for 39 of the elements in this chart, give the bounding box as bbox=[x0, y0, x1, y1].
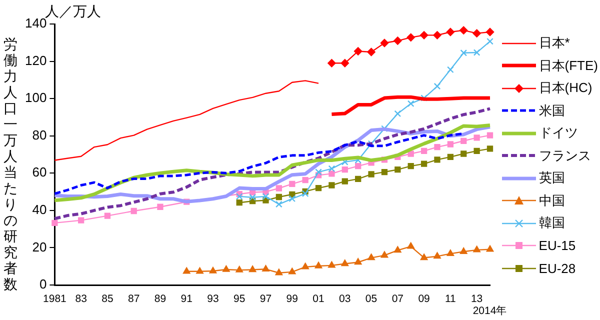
x-tick-label: 13 bbox=[470, 293, 483, 306]
y-tick-label: 120 bbox=[24, 52, 47, 68]
x-tick-label: 1981 bbox=[43, 293, 67, 306]
x-tick-label: 89 bbox=[154, 293, 166, 306]
x-tick-label: 91 bbox=[180, 293, 193, 306]
y-tick-label: 140 bbox=[24, 16, 47, 31]
x-tick-label: 93 bbox=[207, 293, 219, 306]
x-tick-label: 05 bbox=[365, 293, 378, 306]
y-tick-label: 20 bbox=[32, 239, 47, 254]
x-tick-label: 11 bbox=[444, 293, 456, 306]
x-tick-label: 95 bbox=[234, 293, 246, 306]
x-tick-label: 87 bbox=[128, 293, 140, 306]
x-tick-label: 2014年 bbox=[472, 305, 508, 318]
legend-label: EU-15 bbox=[538, 238, 576, 254]
x-tick-label: 85 bbox=[102, 293, 114, 306]
legend-label: EU-28 bbox=[538, 260, 576, 276]
x-tick-label: 97 bbox=[260, 293, 272, 306]
legend-label: 英国 bbox=[538, 169, 565, 188]
x-tick-label: 09 bbox=[418, 293, 430, 306]
y-tick-label: 0 bbox=[39, 276, 47, 292]
y-tick-label: 40 bbox=[32, 202, 47, 218]
legend-label: 中国 bbox=[538, 192, 565, 210]
legend-label: 米国 bbox=[538, 102, 565, 120]
y-tick-label: 80 bbox=[32, 127, 47, 142]
legend-label: フランス bbox=[538, 146, 591, 165]
x-tick-label: 01 bbox=[312, 293, 325, 306]
x-tick-label: 03 bbox=[339, 293, 351, 306]
y-tick-label: 60 bbox=[32, 164, 47, 180]
text: 人／万人 bbox=[45, 3, 101, 19]
legend-label: 韓国 bbox=[538, 214, 565, 232]
x-tick-label: 07 bbox=[392, 293, 404, 306]
legend-label: 日本(FTE) bbox=[538, 56, 598, 75]
legend-label: 日本(HC) bbox=[538, 79, 592, 98]
legend-label: ドイツ bbox=[538, 124, 578, 142]
text: 労働力人口一万人当たりの研究者数 bbox=[4, 36, 18, 292]
legend-label: 日本* bbox=[538, 34, 570, 52]
x-tick-label: 83 bbox=[75, 293, 88, 306]
x-tick-label: 99 bbox=[286, 293, 298, 306]
y-tick-label: 100 bbox=[24, 90, 47, 106]
